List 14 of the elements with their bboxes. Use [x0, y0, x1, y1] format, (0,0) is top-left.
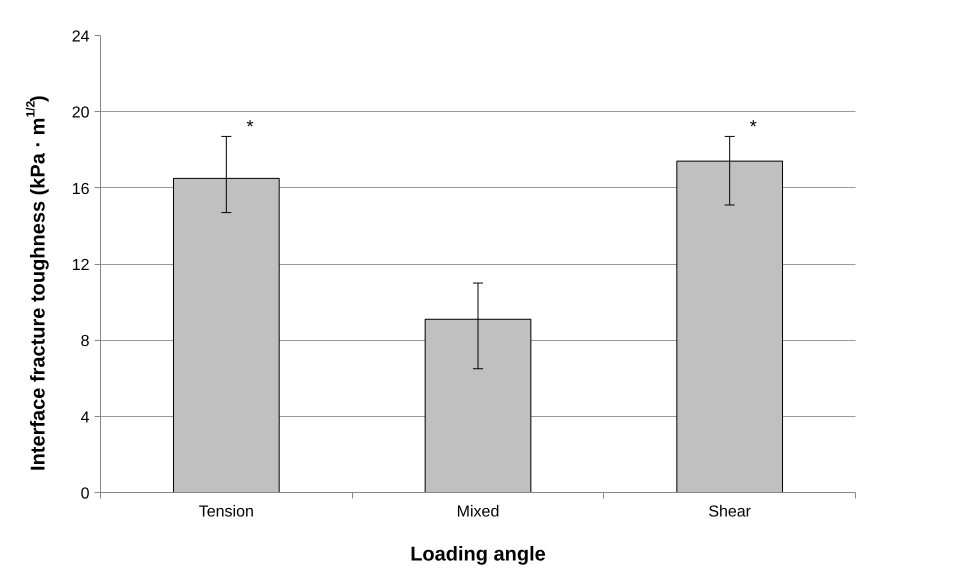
x-tick-label: Tension	[198, 504, 254, 520]
y-tick-label: 12	[72, 257, 90, 274]
x-axis-title: Loading angle	[410, 544, 546, 566]
x-tick-label: Mixed	[456, 504, 500, 520]
y-tick-label: 20	[72, 104, 90, 122]
x-tick-label: Shear	[708, 504, 752, 520]
y-tick-label: 0	[80, 486, 90, 502]
annotation: *	[750, 116, 757, 136]
y-axis-title: Interface fracture toughness (kPa · m1/2)	[24, 95, 50, 471]
annotation: *	[246, 116, 254, 136]
y-tick-label: 8	[80, 333, 90, 350]
y-tick-label: 24	[72, 28, 90, 46]
y-tick-label: 16	[72, 180, 90, 198]
y-tick-label: 4	[80, 409, 90, 426]
